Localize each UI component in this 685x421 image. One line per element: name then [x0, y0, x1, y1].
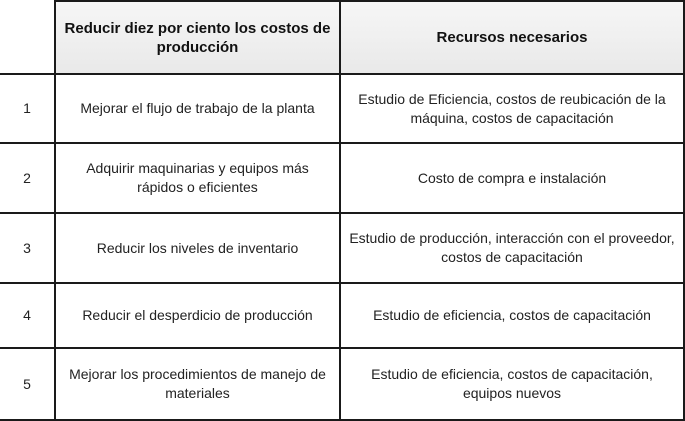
row-action: Mejorar el flujo de trabajo de la planta	[54, 73, 341, 144]
row-action: Adquirir maquinarias y equipos más rápid…	[54, 142, 341, 214]
row-number: 3	[0, 212, 56, 284]
row-action: Mejorar los procedimientos de manejo de …	[54, 347, 341, 421]
row-resources: Costo de compra e instalación	[339, 142, 685, 214]
table-row: 1 Mejorar el flujo de trabajo de la plan…	[0, 73, 685, 144]
header-corner	[0, 1, 56, 75]
row-resources: Estudio de eficiencia, costos de capacit…	[339, 282, 685, 349]
row-number: 5	[0, 347, 56, 421]
row-action: Reducir los niveles de inventario	[54, 212, 341, 284]
row-resources: Estudio de eficiencia, costos de capacit…	[339, 347, 685, 421]
table-row: 5 Mejorar los procedimientos de manejo d…	[0, 347, 685, 421]
row-number: 4	[0, 282, 56, 349]
header-resources: Recursos necesarios	[339, 0, 685, 75]
row-number: 1	[0, 73, 56, 144]
header-goal: Reducir diez por ciento los costos de pr…	[54, 0, 341, 75]
table-row: 2 Adquirir maquinarias y equipos más ráp…	[0, 142, 685, 214]
row-resources: Estudio de Eficiencia, costos de reubica…	[339, 73, 685, 144]
table-row: 4 Reducir el desperdicio de producción E…	[0, 282, 685, 349]
row-resources: Estudio de producción, interacción con e…	[339, 212, 685, 284]
header-row: Reducir diez por ciento los costos de pr…	[0, 0, 685, 75]
row-action: Reducir el desperdicio de producción	[54, 282, 341, 349]
row-number: 2	[0, 142, 56, 214]
table-row: 3 Reducir los niveles de inventario Estu…	[0, 212, 685, 284]
